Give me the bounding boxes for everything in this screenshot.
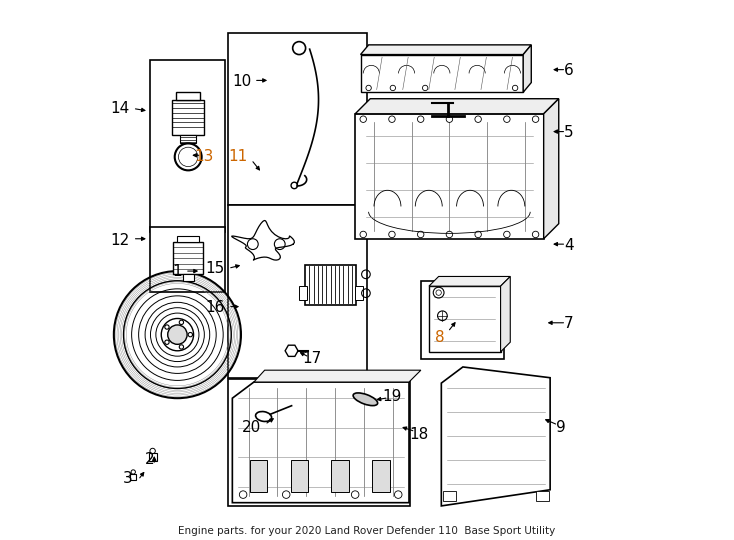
- Text: 18: 18: [409, 427, 429, 442]
- Bar: [305, 265, 356, 305]
- Bar: [536, 491, 548, 501]
- Polygon shape: [173, 242, 203, 274]
- Bar: [228, 33, 367, 205]
- Polygon shape: [254, 370, 421, 382]
- Text: 1: 1: [172, 264, 182, 279]
- Bar: [332, 460, 349, 492]
- Text: 19: 19: [382, 389, 401, 404]
- Polygon shape: [523, 45, 531, 92]
- Text: 12: 12: [111, 233, 130, 248]
- Text: 14: 14: [111, 101, 130, 116]
- Text: 9: 9: [556, 420, 566, 435]
- Polygon shape: [441, 367, 550, 506]
- Text: 15: 15: [206, 261, 225, 276]
- Text: 5: 5: [564, 125, 574, 140]
- Text: 6: 6: [564, 63, 574, 78]
- Text: 7: 7: [564, 316, 574, 332]
- Text: Engine parts. for your 2020 Land Rover Defender 110  Base Sport Utility: Engine parts. for your 2020 Land Rover D…: [178, 525, 556, 536]
- Polygon shape: [360, 55, 523, 92]
- Bar: [250, 460, 267, 492]
- Ellipse shape: [353, 393, 378, 406]
- Text: 8: 8: [435, 330, 445, 346]
- Bar: [355, 286, 363, 300]
- Polygon shape: [183, 274, 194, 281]
- Polygon shape: [544, 99, 559, 239]
- Bar: [299, 286, 307, 300]
- Polygon shape: [355, 99, 559, 114]
- Bar: [443, 491, 456, 501]
- Polygon shape: [233, 382, 409, 503]
- Polygon shape: [285, 345, 298, 356]
- Text: 20: 20: [242, 420, 261, 435]
- Bar: [150, 60, 225, 232]
- Bar: [421, 281, 504, 359]
- Polygon shape: [429, 286, 501, 352]
- Circle shape: [167, 325, 187, 345]
- Text: 17: 17: [302, 352, 321, 366]
- Polygon shape: [355, 114, 544, 239]
- Text: 3: 3: [123, 471, 132, 486]
- Text: 2: 2: [145, 452, 154, 467]
- Text: 11: 11: [228, 150, 247, 164]
- Polygon shape: [178, 235, 199, 242]
- Polygon shape: [360, 45, 531, 55]
- Text: 13: 13: [195, 150, 214, 164]
- Polygon shape: [180, 136, 196, 144]
- Bar: [150, 227, 225, 292]
- Bar: [228, 205, 367, 377]
- Polygon shape: [172, 100, 204, 136]
- Polygon shape: [501, 276, 510, 352]
- Bar: [228, 379, 410, 506]
- Polygon shape: [176, 92, 200, 100]
- Text: 4: 4: [564, 238, 574, 253]
- Text: 10: 10: [233, 74, 252, 89]
- Bar: [291, 460, 308, 492]
- Polygon shape: [429, 276, 510, 286]
- Bar: [372, 460, 390, 492]
- Text: 16: 16: [206, 300, 225, 315]
